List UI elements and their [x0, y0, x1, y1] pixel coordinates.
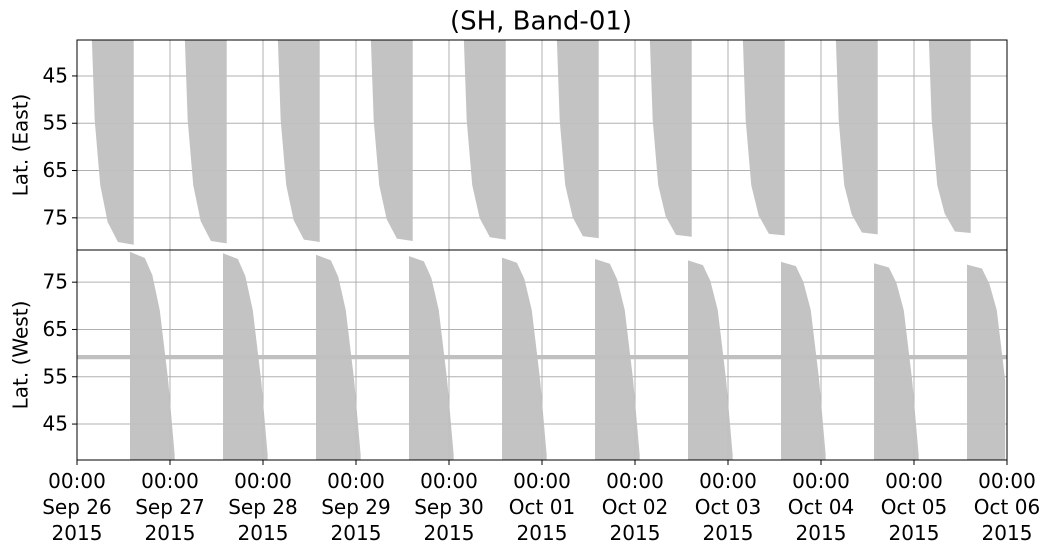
y-tick-label: 75: [43, 270, 68, 294]
x-tick-label: 00:00 Oct 06 2015: [973, 469, 1041, 545]
coverage-area: [967, 264, 1006, 460]
x-tick-label: 00:00 Sep 28 2015: [228, 469, 298, 545]
axes: 45 55 65 75 Lat. (East) 45 55 65 75 Lat. (West): [9, 39, 1008, 465]
y-tick-label: 55: [43, 111, 68, 135]
x-tick-label: 00:00 Oct 01 2015: [508, 469, 576, 545]
chart-title: (SH, Band-01): [450, 7, 632, 37]
y-tick-label: 55: [43, 364, 68, 388]
x-tick-label: 00:00 Oct 03 2015: [694, 469, 762, 545]
coverage-area: [742, 40, 785, 236]
x-tick-label: 00:00 Sep 30 2015: [414, 469, 484, 545]
coverage-area: [184, 40, 227, 244]
coverage-area: [874, 263, 919, 460]
coverage-area: [688, 260, 733, 460]
panel-west: [77, 250, 1007, 460]
coverage-area: [595, 258, 640, 460]
y-tick-label: 45: [43, 63, 68, 87]
coverage-band: [77, 355, 1007, 360]
x-tick-label: 00:00 Sep 26 2015: [42, 469, 112, 545]
coverage-area: [928, 40, 971, 233]
x-tick-label: 00:00 Oct 02 2015: [601, 469, 669, 545]
coverage-area: [556, 40, 599, 239]
coverage-area: [370, 40, 413, 242]
panel-east: [77, 40, 1007, 250]
x-tick-label: 00:00 Oct 04 2015: [787, 469, 855, 545]
coverage-area: [91, 40, 134, 245]
y-axis-label: Lat. (East): [9, 94, 33, 197]
y-tick-label: 75: [43, 205, 68, 229]
y-tick-label: 45: [43, 412, 68, 436]
coverage-area: [781, 261, 826, 460]
x-tick-label: 00:00 Sep 27 2015: [135, 469, 205, 545]
y-tick-label: 65: [43, 317, 68, 341]
y-axis-label: Lat. (West): [9, 301, 33, 410]
coverage-area: [277, 40, 320, 242]
y-tick-label: 65: [43, 158, 68, 182]
x-tick-label: 00:00 Sep 29 2015: [321, 469, 391, 545]
coverage-area: [649, 40, 692, 237]
coverage-area: [835, 40, 878, 235]
coverage-area: [463, 40, 506, 240]
x-tick-label: 00:00 Oct 05 2015: [880, 469, 948, 545]
